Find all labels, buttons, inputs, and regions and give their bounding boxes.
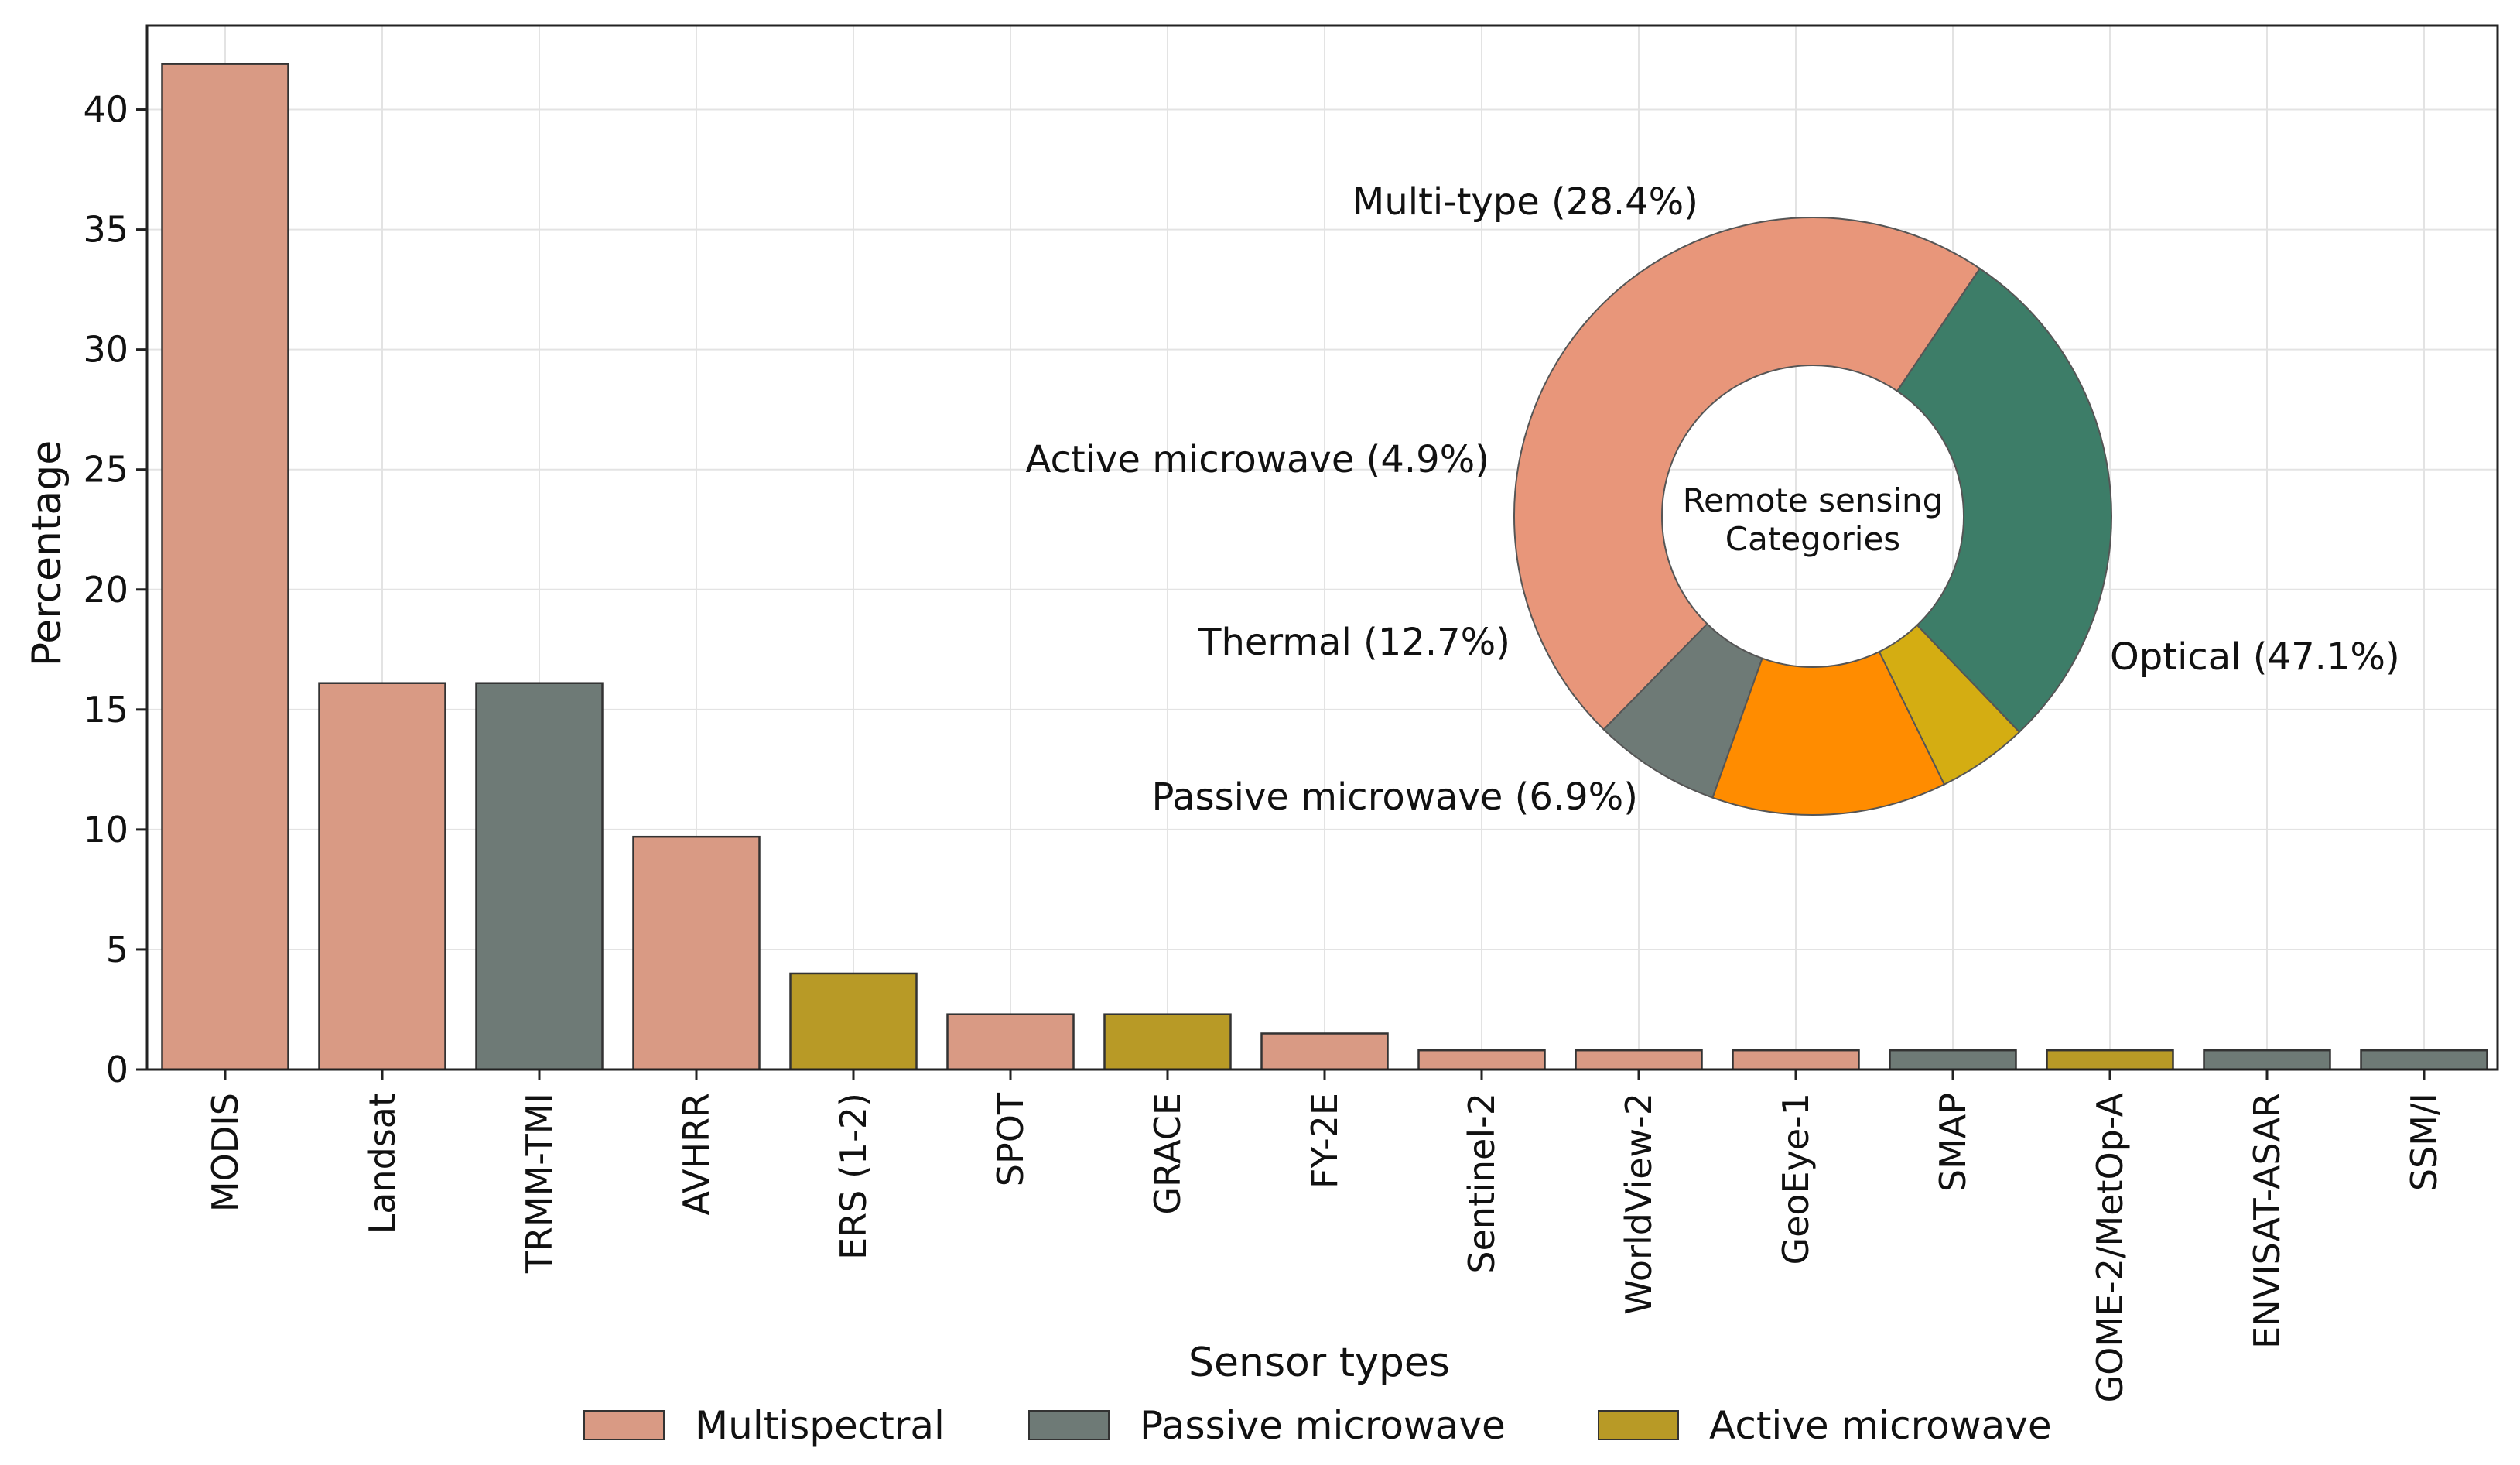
y-tick-label: 10 (83, 809, 128, 851)
bar-spot (946, 1013, 1075, 1071)
plot-frame (145, 24, 2499, 1071)
x-tick-label: SMAP (1932, 1093, 1974, 1192)
legend-label-active-microwave: Active microwave (1709, 1403, 2052, 1448)
x-tick-label: TRMM-TMI (518, 1093, 560, 1274)
x-tick-label: ERS (1-2) (833, 1093, 874, 1260)
x-tick-label: GeoEye-1 (1775, 1093, 1817, 1265)
bar-trmm-tmi (475, 682, 604, 1071)
bar-series (161, 63, 2488, 1071)
y-tick-label: 35 (83, 209, 128, 251)
donut-center-label: Categories (1725, 520, 1900, 558)
bar-landsat (318, 682, 446, 1071)
y-tick-label: 20 (83, 569, 128, 611)
x-axis: MODIS Landsat TRMM-TMI AVHRR ERS (1-2) SPOT GR… (204, 1070, 2445, 1402)
bar-avhrr (632, 835, 761, 1071)
donut-chart: Optical (47.1%) Passive microwave (6.9%) T… (1025, 180, 2399, 819)
y-tick-label: 5 (106, 929, 128, 970)
donut-label-thermal: Thermal (12.7%) (1198, 621, 1510, 664)
legend-swatch-active-microwave (1598, 1410, 1679, 1440)
bar-sentinel-2 (1417, 1049, 1546, 1071)
bar-worldview-2 (1575, 1049, 1703, 1071)
y-tick-label: 40 (83, 89, 128, 131)
legend-label-multispectral: Multispectral (695, 1403, 945, 1448)
x-tick-label: GOME-2/MetOp-A (2089, 1092, 2131, 1402)
donut-center-label: Remote sensing (1683, 481, 1944, 519)
donut-slice-multi-type (1896, 267, 2112, 734)
y-axis: 0 5 10 15 20 25 30 35 40 (83, 89, 147, 1090)
bar-smap (1889, 1049, 2017, 1071)
donut-slice-optical (1513, 217, 1981, 731)
x-tick-label: ENVISAT-ASAR (2246, 1093, 2288, 1349)
donut-label-multi-type: Multi-type (28.4%) (1352, 180, 1698, 224)
x-tick-label: SPOT (990, 1092, 1031, 1186)
x-tick-label: MODIS (204, 1093, 246, 1212)
x-tick-label: SSM/I (2403, 1093, 2445, 1191)
bar-fy-2e (1260, 1032, 1389, 1071)
donut-label-passive-microwave: Passive microwave (6.9%) (1151, 775, 1638, 819)
bar-gome-2-metop-a (2046, 1049, 2174, 1071)
x-axis-label: Sensor types (1188, 1340, 1450, 1386)
x-tick-label: WorldView-2 (1618, 1093, 1660, 1315)
legend-label-passive-microwave: Passive microwave (1140, 1403, 1506, 1448)
x-tick-label: GRACE (1147, 1093, 1188, 1215)
donut-label-active-microwave: Active microwave (4.9%) (1025, 438, 1489, 481)
legend: Multispectral Passive microwave Active mic… (583, 1403, 2052, 1448)
y-tick-label: 25 (83, 449, 128, 491)
y-axis-label: Percentage (24, 440, 70, 667)
y-tick-label: 30 (83, 329, 128, 371)
x-tick-label: AVHRR (675, 1093, 717, 1216)
bar-ers-1-2 (789, 972, 918, 1071)
x-tick-label: Landsat (361, 1093, 403, 1234)
donut-label-optical: Optical (47.1%) (2110, 635, 2400, 679)
bar-envisat-asar (2203, 1049, 2331, 1071)
x-tick-label: FY-2E (1304, 1093, 1345, 1189)
legend-swatch-passive-microwave (1028, 1410, 1110, 1440)
bar-grace (1103, 1013, 1232, 1071)
bar-geoeye-1 (1732, 1049, 1860, 1071)
bar-ssm-i (2360, 1049, 2488, 1071)
y-tick-label: 15 (83, 689, 128, 731)
legend-swatch-multispectral (583, 1410, 665, 1440)
x-tick-label: Sentinel-2 (1461, 1093, 1503, 1274)
donut-slice-thermal (1711, 650, 1946, 816)
bar-modis (161, 63, 289, 1071)
y-tick-label: 0 (106, 1049, 128, 1090)
